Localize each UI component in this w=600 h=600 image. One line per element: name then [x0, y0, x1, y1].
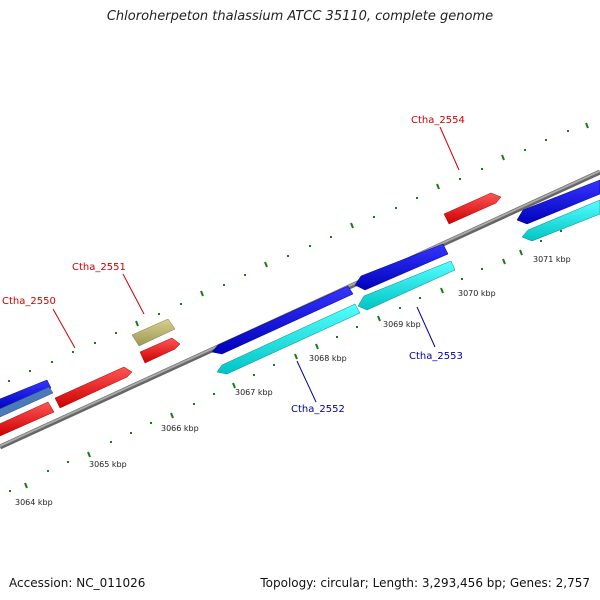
tick-labels: 3064 kbp 3065 kbp 3066 kbp 3067 kbp 3068…: [15, 255, 571, 507]
upper-tick-ring: [8, 130, 569, 382]
gene-right-blue: [516, 179, 600, 225]
gene-ctha-2552-cyan: [216, 303, 361, 375]
gene-labels: Ctha_2550 Ctha_2551 Ctha_2554 Ctha_2552 …: [2, 115, 465, 415]
gene-ctha-2550b: [54, 366, 133, 409]
lower-tick-ring: [9, 230, 562, 492]
gene-label-ctha-2553: Ctha_2553: [409, 351, 463, 362]
gene-right-cyan: [521, 199, 600, 242]
gene-label-ctha-2554: Ctha_2554: [411, 115, 465, 126]
gene-label-ctha-2550: Ctha_2550: [2, 296, 56, 307]
gene-label-ctha-2551: Ctha_2551: [72, 262, 126, 273]
gene-ctha-2552-blue: [211, 285, 354, 355]
gene-ctha-2550: [0, 401, 55, 437]
gene-left-blue: [0, 379, 52, 410]
tick-label-3071: 3071 kbp: [533, 255, 571, 264]
gene-ctha-2554: [443, 192, 502, 225]
gene-label-ctha-2552: Ctha_2552: [291, 404, 345, 415]
tick-label-3064: 3064 kbp: [15, 498, 53, 507]
lower-major-ticks: [24, 249, 523, 489]
gene-ctha-2551-olive: [131, 318, 176, 347]
forward-genes: [0, 192, 502, 437]
tick-label-3069: 3069 kbp: [383, 320, 421, 329]
tick-label-3067: 3067 kbp: [235, 388, 273, 397]
accession-text: Accession: NC_011026: [9, 576, 146, 590]
tick-label-3070: 3070 kbp: [458, 289, 496, 298]
tick-label-3068: 3068 kbp: [309, 354, 347, 363]
gene-ctha-2551-red: [139, 337, 181, 364]
gene-ctha-2553-cyan: [357, 260, 456, 311]
reverse-genes: [0, 179, 600, 418]
tick-label-3065: 3065 kbp: [89, 460, 127, 469]
upper-major-ticks: [135, 122, 589, 327]
gene-left-steel: [0, 386, 54, 418]
genome-summary-text: Topology: circular; Length: 3,293,456 bp…: [260, 576, 590, 590]
map-title: Chloroherpeton thalassium ATCC 35110, co…: [106, 9, 494, 24]
gene-ctha-2553-blue: [354, 243, 449, 291]
tick-label-3066: 3066 kbp: [161, 424, 199, 433]
gene-label-leaders: [52, 126, 460, 403]
